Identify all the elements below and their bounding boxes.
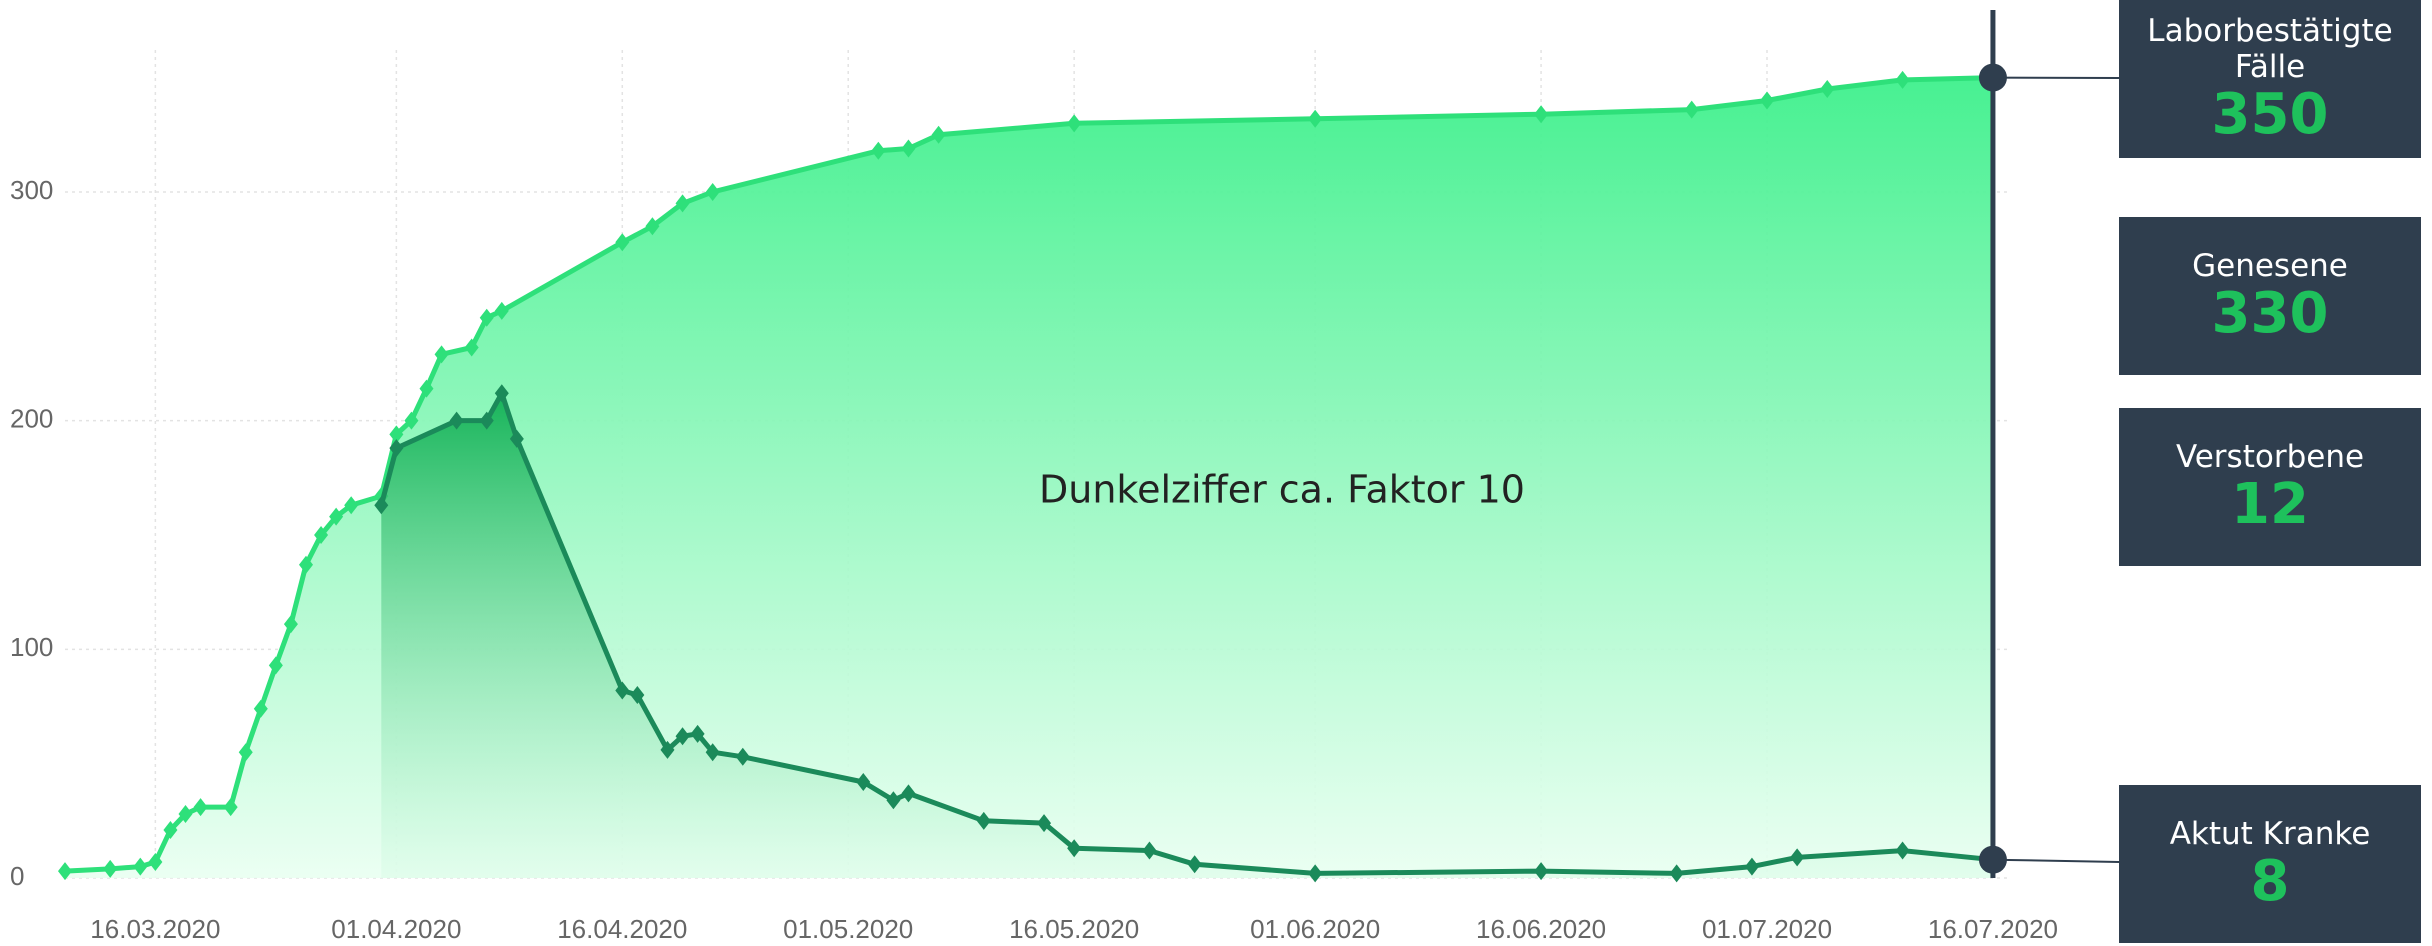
point-marker	[404, 411, 419, 430]
point-marker	[1895, 841, 1910, 860]
point-marker	[1820, 80, 1835, 99]
point-marker	[344, 496, 359, 515]
point-marker	[871, 141, 886, 160]
point-marker	[298, 555, 313, 574]
x-tick-label: 16.04.2020	[557, 914, 687, 944]
series-line	[378, 390, 1994, 876]
y-tick-label: 0	[10, 861, 24, 891]
x-tick-label: 01.04.2020	[331, 914, 461, 944]
point-marker	[329, 507, 344, 526]
point-marker	[1744, 857, 1759, 876]
kpi-value: 8	[2250, 849, 2290, 914]
point-marker	[1534, 105, 1549, 124]
point-marker	[1037, 814, 1052, 833]
point-marker	[479, 308, 494, 327]
point-marker	[1067, 839, 1082, 858]
kpi-label: Laborbestätigte Fälle	[2147, 13, 2393, 85]
point-marker	[645, 217, 660, 236]
point-marker	[1895, 70, 1910, 89]
x-tick-label: 16.05.2020	[1009, 914, 1139, 944]
point-marker	[705, 743, 720, 762]
point-marker	[660, 740, 675, 759]
x-tick-label: 01.07.2020	[1702, 914, 1832, 944]
annotation: Dunkelziffer ca. Faktor 10	[1039, 468, 1525, 512]
x-tick-label: 01.05.2020	[783, 914, 913, 944]
point-marker	[901, 784, 916, 803]
connector	[1992, 858, 2120, 863]
point-marker	[434, 345, 449, 364]
point-marker	[419, 379, 434, 398]
point-marker	[494, 384, 509, 403]
point-marker	[1790, 848, 1805, 867]
y-tick-label: 200	[10, 404, 53, 434]
point-marker	[389, 439, 404, 458]
y-tick-label: 300	[10, 175, 53, 205]
point-marker	[58, 862, 72, 881]
point-marker	[931, 125, 946, 144]
point-marker	[1142, 841, 1157, 860]
point-marker	[1067, 114, 1082, 133]
kpi-value: 350	[2211, 82, 2329, 147]
point-marker	[464, 338, 479, 357]
point-marker	[1760, 91, 1775, 110]
point-marker	[193, 798, 208, 817]
point-marker	[856, 772, 871, 791]
current-marker	[1978, 63, 2007, 92]
point-marker	[1308, 864, 1323, 883]
x-tick-label: 16.06.2020	[1476, 914, 1606, 944]
x-tick-label: 16.07.2020	[1928, 914, 2058, 944]
point-marker	[886, 791, 901, 810]
point-marker	[901, 139, 916, 158]
point-marker	[374, 496, 389, 515]
point-marker	[283, 615, 298, 634]
point-marker	[479, 411, 494, 430]
point-marker	[103, 859, 118, 878]
point-marker	[705, 182, 720, 201]
point-marker	[223, 798, 238, 817]
kpi-card: Genesene 330	[2119, 217, 2421, 375]
point-marker	[449, 411, 464, 430]
kpi-label: Genesene	[2192, 248, 2348, 284]
kpi-label: Aktut Kranke	[2169, 816, 2371, 852]
y-tick-label: 100	[10, 632, 53, 662]
point-marker	[1669, 864, 1684, 883]
point-marker	[178, 804, 193, 823]
current-marker	[1978, 845, 2007, 874]
point-marker	[615, 681, 630, 700]
kpi-value: 12	[2231, 472, 2309, 537]
x-tick-label: 16.03.2020	[90, 914, 220, 944]
series-area	[65, 77, 1993, 879]
point-marker	[133, 857, 148, 876]
x-tick-label: 01.06.2020	[1250, 914, 1380, 944]
series-area	[381, 393, 1993, 878]
point-marker	[268, 656, 283, 675]
point-marker	[675, 194, 690, 213]
kpi-card: Laborbestätigte Fälle 350	[2119, 0, 2421, 158]
point-marker	[1308, 109, 1323, 128]
point-marker	[976, 811, 991, 830]
point-marker	[389, 425, 404, 444]
point-marker	[238, 743, 253, 762]
point-marker	[494, 301, 509, 320]
point-marker	[163, 820, 178, 839]
point-marker	[1187, 855, 1202, 874]
point-marker	[690, 724, 705, 743]
point-marker	[509, 429, 524, 448]
kpi-value: 330	[2211, 281, 2329, 346]
kpi-label: Verstorbene	[2175, 439, 2365, 475]
point-marker	[253, 699, 268, 718]
point-marker	[1684, 100, 1699, 119]
point-marker	[1534, 862, 1549, 881]
kpi-card: Verstorbene 12	[2119, 408, 2421, 566]
point-marker	[314, 525, 329, 544]
point-marker	[615, 233, 630, 252]
point-marker	[630, 686, 645, 705]
point-marker	[735, 747, 750, 766]
kpi-card: Aktut Kranke 8	[2119, 785, 2421, 943]
point-marker	[675, 727, 690, 746]
point-marker	[148, 852, 163, 871]
